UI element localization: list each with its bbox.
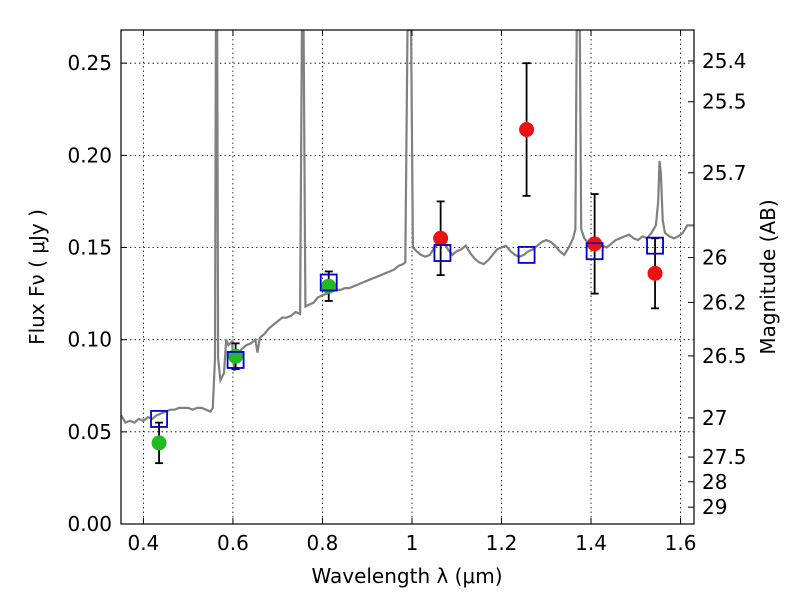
y-tick-label: 0.20 [67, 143, 112, 167]
y-tick-label: 0.25 [67, 51, 112, 75]
y2-tick-label: 25.7 [702, 161, 747, 185]
model-boxes [150, 236, 664, 428]
red-data-point [647, 265, 663, 281]
model-box-marker [433, 244, 452, 262]
x-axis-label: Wavelength λ (μm) [311, 564, 502, 588]
y-tick-label: 0.00 [67, 512, 112, 536]
y2-tick-label: 25.5 [702, 90, 747, 114]
y-tick-label: 0.05 [67, 420, 112, 444]
red-data-point [433, 230, 449, 246]
x-tick-label: 1.6 [665, 531, 697, 555]
y-tick-label: 0.10 [67, 328, 112, 352]
y2-axis-label: Magnitude (AB) [756, 199, 780, 354]
y2-tick-label: 28 [702, 470, 727, 494]
green-data-point [151, 435, 167, 451]
y-tick-labels: 0.00 0.05 0.10 0.15 0.20 0.25 [67, 51, 112, 536]
plot-frame [120, 29, 695, 525]
axis-ticks [121, 30, 694, 525]
green-data-point [228, 348, 244, 364]
x-tick-label: 1 [406, 531, 419, 555]
red-data-point [519, 122, 535, 138]
model-box-marker [150, 410, 168, 428]
model-box-marker [646, 236, 664, 255]
green-data-point [321, 278, 337, 294]
x-tick-label: 0.8 [307, 531, 339, 555]
y-tick-label: 0.15 [67, 236, 112, 260]
model-box-marker [517, 245, 536, 264]
x-tick-labels: 0.4 0.6 0.8 1 1.2 1.4 1.6 [127, 531, 696, 555]
x-tick-label: 0.4 [127, 531, 159, 555]
y2-tick-label: 29 [702, 495, 727, 519]
y2-tick-label: 25.4 [702, 49, 747, 73]
y2-tick-label: 27 [702, 406, 727, 430]
x-tick-label: 0.6 [217, 531, 249, 555]
model-box-marker [226, 351, 245, 369]
y2-tick-label: 27.5 [702, 445, 747, 469]
y2-tick-label: 26.5 [702, 344, 747, 368]
y2-tick-label: 26.2 [702, 290, 747, 314]
x-tick-label: 1.2 [486, 531, 518, 555]
y2-tick-label: 26 [702, 246, 727, 270]
y-axis-label: Flux Fν ( μJy ) [25, 209, 49, 345]
model-spectrum-line [121, 30, 694, 424]
model-box-marker [585, 242, 604, 261]
x-tick-label: 1.4 [575, 531, 607, 555]
model-box-marker [319, 273, 338, 292]
